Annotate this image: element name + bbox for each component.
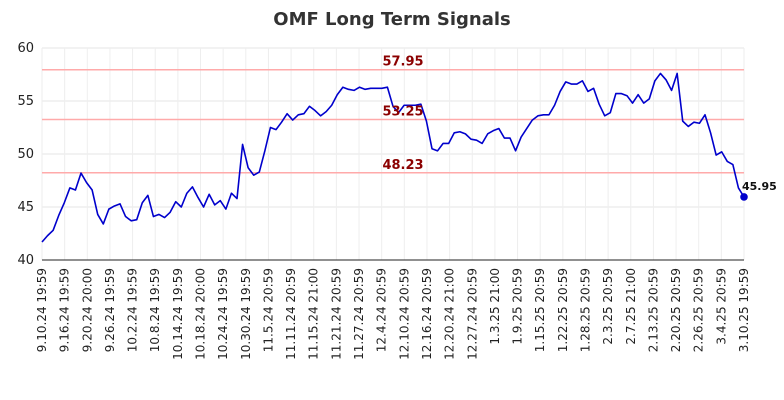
x-tick-label: 2.7.25 21:00 [624,268,638,345]
x-tick-label: 3.4.25 20:59 [714,268,728,345]
reference-level-label: 53.25 [382,105,423,120]
x-tick-label: 12.4.24 20:59 [375,268,389,352]
x-tick-label: 10.2.24 19:59 [126,268,140,352]
reference-lines [42,68,744,174]
x-tick-label: 3.10.25 19:59 [737,268,751,352]
x-tick-label: 9.10.24 19:59 [35,268,49,352]
x-tick-label: 10.14.24 19:59 [171,268,185,360]
chart-title: OMF Long Term Signals [273,9,510,30]
x-tick-label: 11.11.24 20:59 [284,268,298,360]
x-tick-label: 1.3.25 21:00 [488,268,502,345]
y-tick-label: 60 [17,41,34,56]
x-tick-label: 9.20.24 20:00 [80,268,94,352]
reference-level-label: 48.23 [382,158,423,173]
series-line [41,72,745,243]
y-tick-label: 45 [17,200,34,215]
x-tick-label: 10.30.24 19:59 [239,268,253,360]
x-tick-label: 12.16.24 20:59 [420,268,434,360]
x-tick-label: 2.26.25 20:59 [692,268,706,352]
x-tick-label: 1.28.25 20:59 [578,268,592,352]
x-tick-label: 1.22.25 20:59 [556,268,570,352]
x-tick-label: 2.3.25 20:59 [601,268,615,345]
x-tick-label: 11.15.24 21:00 [307,268,321,360]
x-tick-label: 2.20.25 20:59 [669,268,683,352]
last-point-marker [740,193,748,201]
x-tick-label: 11.21.24 20:59 [329,268,343,360]
x-tick-label: 12.27.24 20:59 [465,268,479,360]
series [41,72,748,243]
x-tick-label: 10.8.24 19:59 [148,268,162,352]
y-tick-label: 55 [17,94,34,109]
x-tick-label: 2.13.25 20:59 [646,268,660,352]
x-tick-label: 11.5.24 20:59 [261,268,275,352]
labels: 57.95 53.25 48.23 45.95 [382,55,776,193]
x-tick-label: 10.18.24 20:00 [194,268,208,360]
x-tick-label: 12.20.24 21:00 [443,268,457,360]
x-tick-label: 10.24.24 19:59 [216,268,230,360]
reference-level-label: 57.95 [382,55,423,70]
x-tick-label: 1.15.25 20:59 [533,268,547,352]
x-tick-label: 9.16.24 19:59 [58,268,72,352]
last-value-label: 45.95 [742,180,777,193]
axes: 40 45 50 55 60 9.10.24 19:59 9.16.24 19:59 9.20… [17,41,751,360]
x-tick-label: 11.27.24 20:59 [352,268,366,360]
y-tick-label: 40 [17,253,34,268]
y-tick-label: 50 [17,147,34,162]
x-tick-label: 1.9.25 20:59 [511,268,525,345]
x-tick-label: 9.26.24 19:59 [103,268,117,352]
grid [41,47,745,261]
x-tick-label: 12.10.24 20:59 [397,268,411,360]
